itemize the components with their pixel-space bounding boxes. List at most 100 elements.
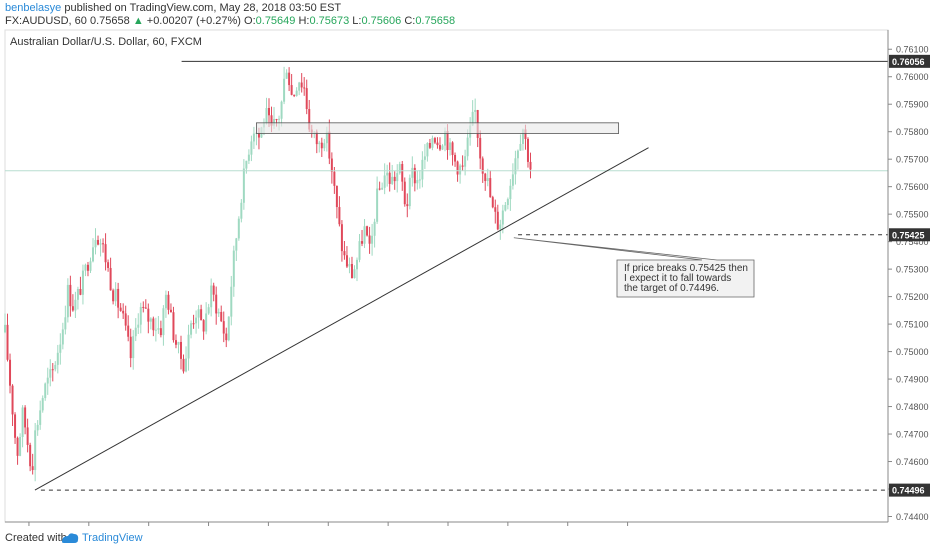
candle-body [4,324,6,333]
chart-title: Australian Dollar/U.S. Dollar, 60, FXCM [10,36,202,48]
candle-body [433,138,436,143]
candle-body [328,131,331,159]
candle-body [240,202,243,219]
candle-body [524,129,527,139]
candle-body [268,108,271,116]
candle-body [117,288,120,308]
candle-body [456,161,459,175]
candle-body [290,85,293,95]
price-tick-label: 0.76100 [896,45,929,55]
candle-body [280,101,283,119]
candle-body [122,310,125,314]
candle-body [89,261,92,271]
tradingview-brand[interactable]: TradingView [82,532,143,544]
candle-body [162,308,165,336]
candle-body [479,137,482,159]
candle-body [526,138,529,162]
price-level-badge-label: 0.74496 [892,486,925,496]
price-axis[interactable]: 0.76100 0.76000 0.75900 0.75800 0.75700 0.756… [887,30,930,522]
candle-body [308,109,311,130]
price-tick-label: 0.75000 [896,347,929,357]
candle-body [167,294,170,310]
candle-body [207,307,210,314]
candle-body [112,290,115,302]
candle-body [273,119,276,126]
candle-body [506,199,509,206]
candle-body [431,138,434,148]
candle-body [378,188,381,190]
candle-body [514,158,517,175]
candle-body [333,171,336,186]
candle-body [74,299,77,311]
candle-body [215,294,218,314]
price-tick-label: 0.74400 [896,512,929,522]
annotation-line: I expect it to fall towards [624,273,731,284]
candle-body [99,243,102,245]
time-axis[interactable]: 1617182122232425282930 [5,521,888,528]
candle-body [449,142,452,151]
candle-body [275,119,278,121]
candle-body [293,94,296,96]
candle-body [76,288,79,300]
candle-body [149,318,152,322]
candle-body [14,414,17,438]
candle-body [164,294,167,309]
price-level-badge-label: 0.76056 [892,57,925,67]
candle-body [461,165,464,167]
candle-body [16,437,19,456]
author-link[interactable]: benbelasye [5,2,62,14]
candle-body [383,175,386,188]
candle-body [340,224,343,252]
candle-body [474,110,477,112]
candle-body [345,255,348,267]
candle-body [323,143,326,149]
candle-body [195,317,198,324]
candle-body [29,444,32,467]
candle-body [363,226,366,244]
candle-body [24,407,27,428]
candle-body [21,407,24,437]
candle-body [257,132,260,138]
candle-body [499,224,502,230]
candle-body [182,358,185,372]
candle-body [92,247,95,262]
candle-body [466,137,469,157]
candle-body [441,145,444,150]
candle-body [197,309,200,318]
candle-body [242,168,245,203]
candle-body [237,218,240,239]
price-tick-label: 0.75700 [896,155,929,165]
candle-body [81,270,84,295]
candle-body [225,333,228,341]
candle-body [511,174,514,186]
candle-body [66,284,69,318]
candle-body [227,316,230,341]
candle-body [504,205,507,211]
candle-body [210,285,213,308]
price-tick-label: 0.75600 [896,182,929,192]
trendline [34,147,649,491]
price-chart[interactable]: Australian Dollar/U.S. Dollar, 60, FXCM … [0,28,932,528]
candle-body [41,398,44,411]
candle-body [152,318,155,331]
candle-body [338,207,341,225]
candle-body [114,288,117,302]
candle-body [46,377,49,384]
candle-body [376,188,379,222]
price-level-badge [889,54,930,68]
open-label: O: [244,15,256,27]
candle-body [56,352,59,365]
candle-body [250,141,253,155]
candle-body [127,325,130,337]
candle-body [174,340,177,345]
change-value: +0.00207 (+0.27%) [146,15,241,27]
candle-body [459,165,462,175]
candle-body [39,410,42,425]
candle-body [109,267,112,291]
resistance-zone [256,122,620,134]
candle-body [285,72,288,79]
candle-body [343,251,346,256]
chart-header: benbelasye published on TradingView.com,… [0,0,932,28]
candle-body [252,133,255,142]
candle-body [61,329,64,345]
